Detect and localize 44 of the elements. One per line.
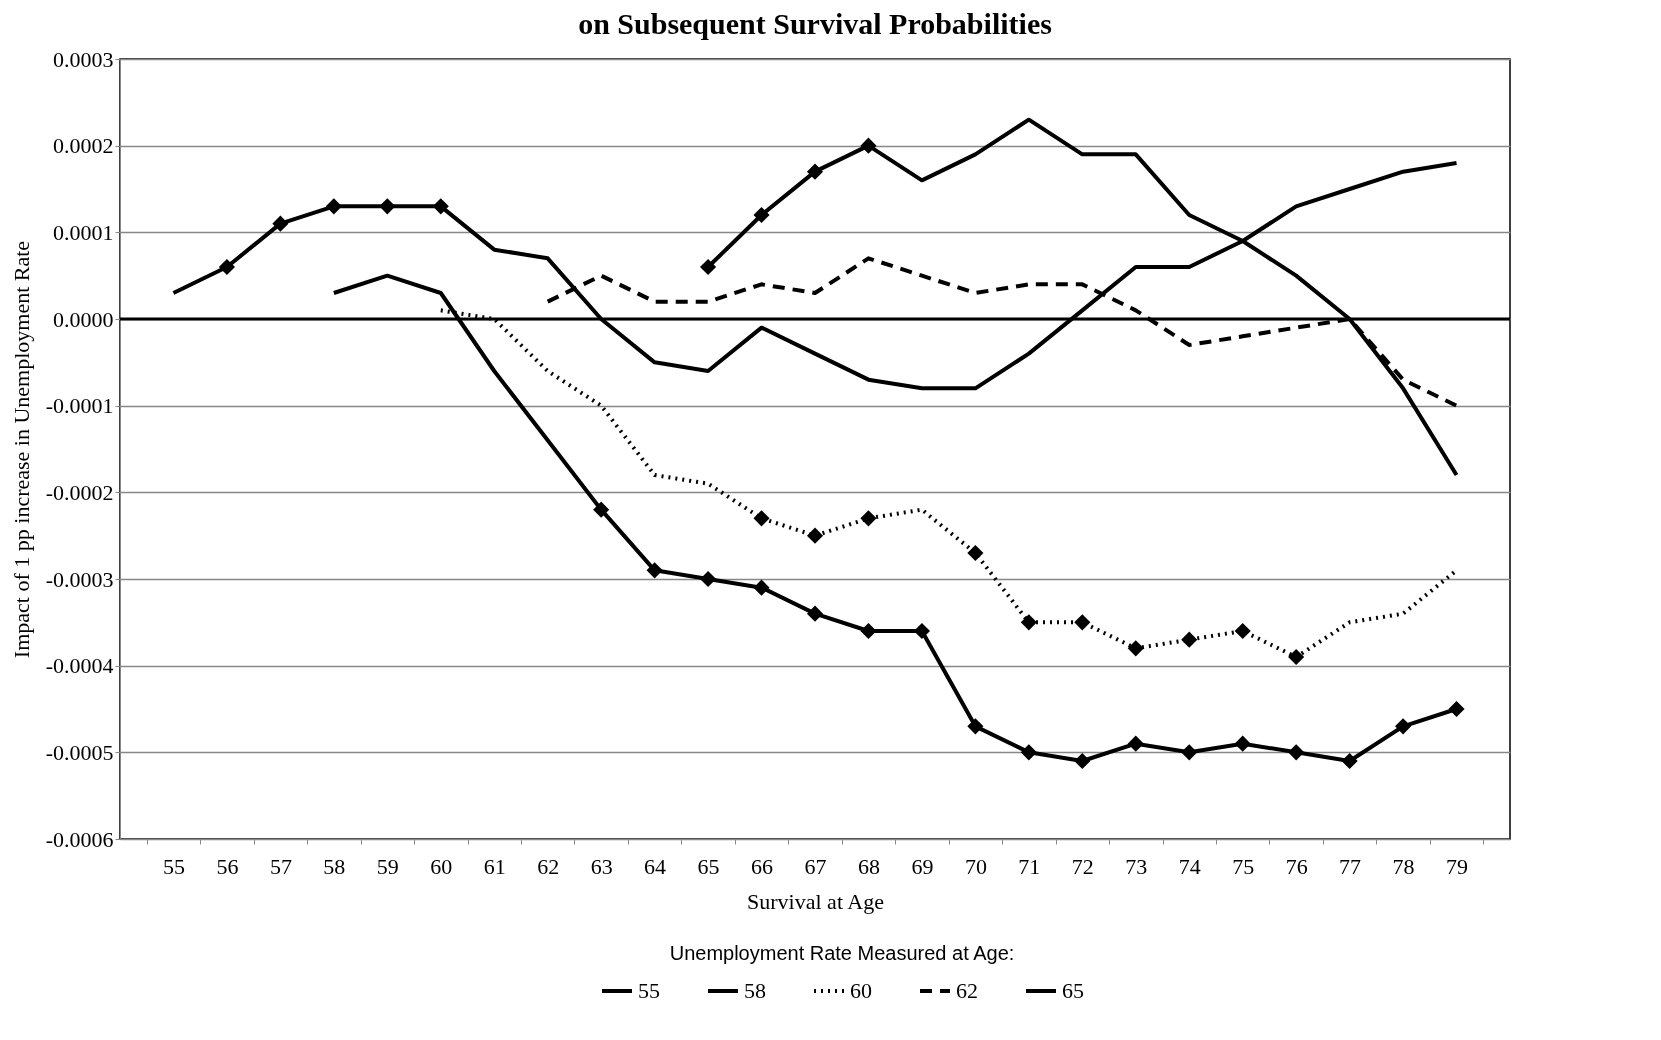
- legend-label: 58: [744, 978, 766, 1003]
- x-tick-label: 61: [483, 853, 506, 879]
- x-tick-label: 59: [376, 853, 399, 879]
- x-tick-label: 79: [1446, 853, 1469, 879]
- x-tick-label: 64: [644, 853, 667, 879]
- y-tick-label: 0.0000: [53, 306, 114, 332]
- x-tick-label: 69: [911, 853, 934, 879]
- x-tick-label: 73: [1125, 853, 1148, 879]
- legend-label: 65: [1062, 978, 1084, 1003]
- x-tick-label: 67: [804, 853, 827, 879]
- x-tick-label: 65: [697, 853, 720, 879]
- x-tick-label: 63: [590, 853, 613, 879]
- x-tick-label: 75: [1232, 853, 1255, 879]
- legend-label: 55: [638, 978, 660, 1003]
- x-tick-label: 55: [162, 853, 185, 879]
- x-tick-label: 76: [1285, 853, 1308, 879]
- legend-label: 60: [850, 978, 872, 1003]
- y-tick-label: -0.0003: [45, 566, 114, 592]
- x-tick-label: 78: [1392, 853, 1415, 879]
- legend-label: 62: [956, 978, 978, 1003]
- x-tick-label: 60: [430, 853, 453, 879]
- y-tick-label: -0.0001: [45, 393, 114, 419]
- x-tick-label: 68: [857, 853, 880, 879]
- legend-title: Unemployment Rate Measured at Age:: [669, 942, 1015, 964]
- y-tick-label: 0.0002: [53, 133, 114, 159]
- y-tick-label: -0.0002: [45, 479, 114, 505]
- x-tick-label: 56: [216, 853, 239, 879]
- y-tick-label: -0.0006: [45, 826, 114, 852]
- x-tick-label: 72: [1071, 853, 1094, 879]
- x-tick-label: 57: [269, 853, 292, 879]
- x-tick-label: 74: [1178, 853, 1201, 879]
- x-tick-label: 77: [1339, 853, 1362, 879]
- y-axis-title: Impact of 1 pp increase in Unemployment Rate: [8, 240, 34, 659]
- x-tick-label: 70: [964, 853, 987, 879]
- x-axis-title: Survival at Age: [747, 888, 884, 914]
- y-tick-label: -0.0005: [45, 739, 114, 765]
- x-tick-label: 66: [751, 853, 774, 879]
- x-tick-label: 62: [537, 853, 560, 879]
- y-tick-label: -0.0004: [45, 653, 114, 679]
- chart-title: on Subsequent Survival Probabilities: [578, 7, 1052, 40]
- x-tick-label: 71: [1018, 853, 1041, 879]
- x-tick-label: 58: [323, 853, 346, 879]
- y-tick-label: 0.0003: [53, 46, 114, 72]
- y-tick-label: 0.0001: [53, 219, 114, 245]
